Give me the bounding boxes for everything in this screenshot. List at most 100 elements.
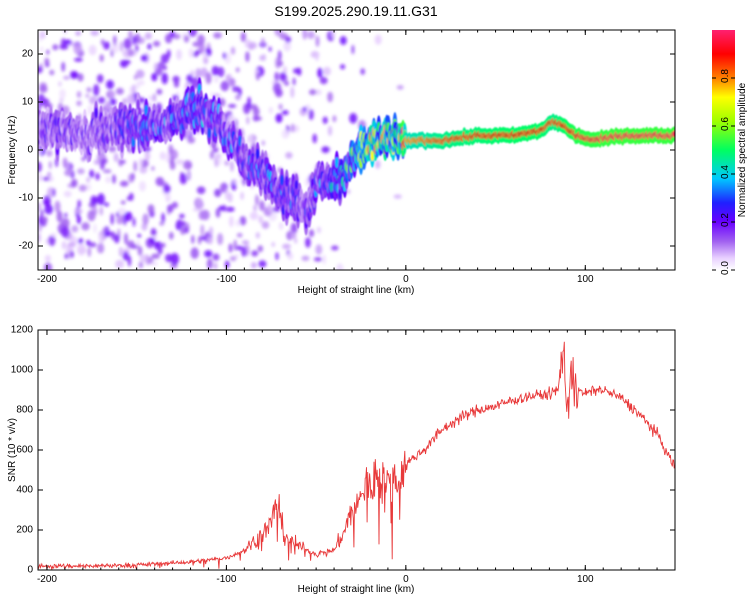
spectrogram-blob <box>290 86 295 99</box>
spectrogram-blob <box>240 191 244 200</box>
spectrogram-blob <box>228 243 233 253</box>
spectrogram-blob <box>305 237 311 248</box>
spectrogram-blob <box>108 91 115 98</box>
spectrogram-blob <box>90 195 98 205</box>
spectrogram-blob <box>133 74 138 80</box>
spectrogram-blob <box>285 152 293 159</box>
spectrogram-blob <box>290 123 295 133</box>
spectrogram-blob <box>108 145 117 153</box>
spectrogram-blob <box>268 202 273 214</box>
spectrogram-blob <box>39 85 48 93</box>
x-tick-label: 0 <box>403 574 409 585</box>
spectrogram-blob <box>113 152 119 163</box>
spectrogram-blob <box>281 110 289 116</box>
spectrogram-blob <box>255 194 259 206</box>
spectrogram-blob <box>43 262 53 270</box>
spectrogram-blob <box>246 116 250 125</box>
spectrogram-blob <box>209 150 215 160</box>
colorbar-tick-label: 0.2 <box>720 213 731 227</box>
spectrogram-blob <box>109 98 117 106</box>
spectrogram-blob <box>224 188 229 200</box>
spectrogram-blob <box>61 61 66 72</box>
spectrogram-blob <box>74 57 83 62</box>
spectrogram-blob <box>233 239 237 251</box>
colorbar-gradient <box>712 30 735 270</box>
spectrogram-blob <box>169 31 176 38</box>
colorbar-tick-label: 0.8 <box>720 69 731 83</box>
spectrogram-blob <box>120 200 126 205</box>
spectrogram-blob <box>133 160 137 172</box>
spectrogram-blob <box>176 49 182 60</box>
spectrogram-blob <box>247 96 251 109</box>
y-tick-label: -20 <box>19 241 34 252</box>
spectrogram-ridge-core <box>238 135 242 147</box>
spectrogram-blob <box>64 212 68 218</box>
spectrogram-blob <box>206 258 213 270</box>
spectrogram-blob <box>197 34 205 45</box>
spectrogram-blob <box>336 263 344 270</box>
spectrogram-blob <box>283 41 292 52</box>
spectrogram-blob <box>374 34 382 45</box>
spectrogram-blob <box>220 80 230 92</box>
spectrogram-blob <box>100 39 105 46</box>
spectrogram-blob <box>144 32 152 40</box>
spectrogram-blob <box>135 44 139 53</box>
spectrogram-blob <box>229 215 234 228</box>
spectrogram-blob <box>200 67 208 78</box>
spectrogram-blob <box>197 235 202 245</box>
spectrogram-blob <box>259 200 265 211</box>
spectrogram-blob <box>142 213 149 226</box>
spectrogram-blob <box>258 260 267 268</box>
spectrogram-blob <box>113 35 117 46</box>
spectrogram-ridge-core <box>255 148 260 160</box>
spectrogram-blob <box>159 221 165 226</box>
spectrogram-blob <box>76 100 82 107</box>
spectrogram-blob <box>95 172 100 181</box>
spectrogram-blob <box>220 183 226 193</box>
spectrogram-blob <box>67 245 75 251</box>
spectrogram-blob <box>42 176 50 181</box>
spectrogram-blob <box>77 168 85 175</box>
spectrogram-blob <box>312 133 317 144</box>
y-tick-label: 0 <box>27 565 33 576</box>
spectrogram-blob <box>144 151 151 161</box>
spectrogram-blob <box>195 68 202 79</box>
spectrogram-ridge-core <box>338 188 342 200</box>
spectrogram-blob <box>44 255 52 263</box>
spectrogram-blob <box>157 61 166 70</box>
spectrogram-blob <box>147 204 155 214</box>
spectrogram-blob <box>183 160 193 170</box>
spectrogram-blob <box>38 173 43 182</box>
snr-xlabel: Height of straight line (km) <box>298 584 415 595</box>
spectrogram-blob <box>327 125 333 136</box>
spectrogram-blob <box>126 196 131 201</box>
spectrogram-blob <box>38 222 42 233</box>
spectrogram-blob <box>331 30 336 39</box>
spectrogram-blob <box>97 193 105 206</box>
y-tick-label: 200 <box>16 525 33 536</box>
spectrogram-blob <box>241 246 247 257</box>
spectrogram-blob <box>76 91 82 98</box>
spectrogram-blob <box>130 244 139 249</box>
snr-frame <box>37 329 676 571</box>
spectrogram-blob <box>71 178 78 188</box>
spectrogram-blob <box>212 253 220 261</box>
x-tick-label: 0 <box>403 274 409 285</box>
spectrogram-blob <box>180 227 186 235</box>
y-tick-label: 600 <box>16 445 33 456</box>
spectrogram-blob <box>235 219 241 227</box>
spectrogram-blob <box>167 204 174 213</box>
spectrogram-blob <box>315 89 322 96</box>
spectrogram-blob <box>131 172 135 181</box>
spectrogram-blob <box>59 89 66 99</box>
spectrogram-blob <box>95 196 99 204</box>
spectrogram-blob <box>49 69 55 76</box>
spectrogram-blob <box>292 77 296 86</box>
colorbar-label: Normalized spectral amplitude <box>737 82 748 217</box>
spectrogram-blob <box>137 233 142 238</box>
spectrogram-blob <box>81 156 86 162</box>
spectrogram-blob <box>123 211 133 222</box>
spectrogram-blob <box>211 65 219 76</box>
